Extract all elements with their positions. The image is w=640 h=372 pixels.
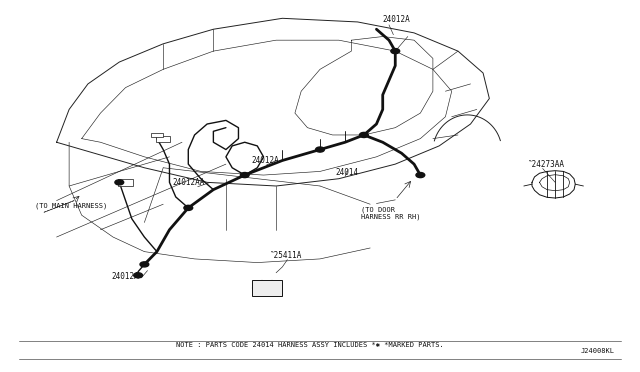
Circle shape bbox=[360, 132, 368, 138]
Text: ‶25411A: ‶25411A bbox=[270, 251, 302, 260]
Circle shape bbox=[115, 180, 124, 185]
Bar bbox=[151, 132, 163, 137]
Circle shape bbox=[184, 205, 193, 211]
Text: (TO DOOR
HARNESS RR RH): (TO DOOR HARNESS RR RH) bbox=[361, 206, 420, 220]
Bar bbox=[252, 280, 282, 296]
Circle shape bbox=[241, 173, 249, 177]
Text: J24008KL: J24008KL bbox=[580, 349, 615, 355]
Text: 24012AA: 24012AA bbox=[173, 178, 205, 187]
Circle shape bbox=[134, 273, 143, 278]
Bar bbox=[156, 136, 170, 141]
Circle shape bbox=[316, 147, 324, 152]
Text: 24012A: 24012A bbox=[383, 15, 410, 24]
Text: 24012A: 24012A bbox=[251, 156, 279, 165]
Text: NOTE : PARTS CODE 24014 HARNESS ASSY INCLUDES *✱ *MARKED PARTS.: NOTE : PARTS CODE 24014 HARNESS ASSY INC… bbox=[176, 342, 444, 348]
Text: (TO MAIN HARNESS): (TO MAIN HARNESS) bbox=[35, 202, 107, 209]
Circle shape bbox=[416, 173, 425, 177]
Circle shape bbox=[140, 262, 148, 267]
Text: 24012A: 24012A bbox=[112, 272, 140, 281]
Text: ‶24273AA: ‶24273AA bbox=[528, 160, 565, 169]
Bar bbox=[118, 179, 133, 186]
Circle shape bbox=[391, 49, 399, 54]
Text: 24014: 24014 bbox=[336, 168, 359, 177]
